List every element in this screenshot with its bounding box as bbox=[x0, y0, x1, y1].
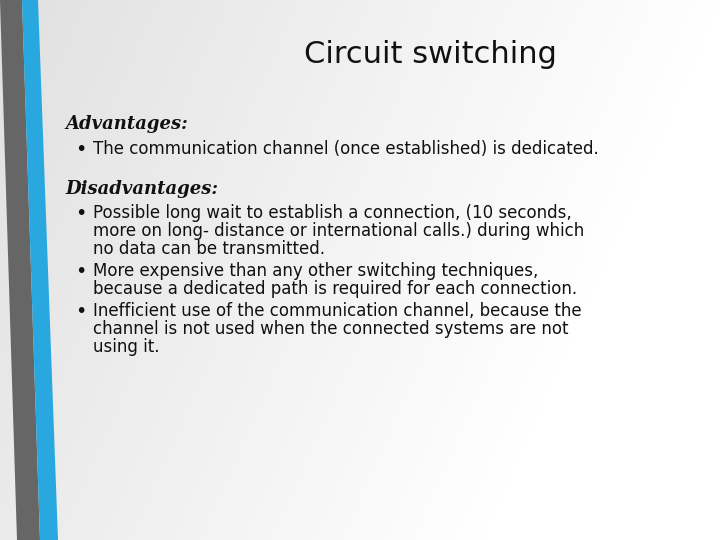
Text: •: • bbox=[75, 140, 86, 159]
Polygon shape bbox=[0, 0, 40, 540]
Text: no data can be transmitted.: no data can be transmitted. bbox=[93, 240, 325, 258]
Text: More expensive than any other switching techniques,: More expensive than any other switching … bbox=[93, 262, 539, 280]
Text: •: • bbox=[75, 204, 86, 223]
Text: Disadvantages:: Disadvantages: bbox=[65, 180, 218, 198]
Text: more on long- distance or international calls.) during which: more on long- distance or international … bbox=[93, 222, 584, 240]
Text: channel is not used when the connected systems are not: channel is not used when the connected s… bbox=[93, 320, 569, 338]
Polygon shape bbox=[22, 0, 58, 540]
Text: using it.: using it. bbox=[93, 338, 160, 356]
Text: The communication channel (once established) is dedicated.: The communication channel (once establis… bbox=[93, 140, 599, 158]
Text: •: • bbox=[75, 302, 86, 321]
Text: Advantages:: Advantages: bbox=[65, 115, 188, 133]
Text: Circuit switching: Circuit switching bbox=[304, 40, 557, 69]
Text: Possible long wait to establish a connection, (10 seconds,: Possible long wait to establish a connec… bbox=[93, 204, 572, 222]
Text: •: • bbox=[75, 262, 86, 281]
Text: because a dedicated path is required for each connection.: because a dedicated path is required for… bbox=[93, 280, 577, 298]
Text: Inefficient use of the communication channel, because the: Inefficient use of the communication cha… bbox=[93, 302, 582, 320]
